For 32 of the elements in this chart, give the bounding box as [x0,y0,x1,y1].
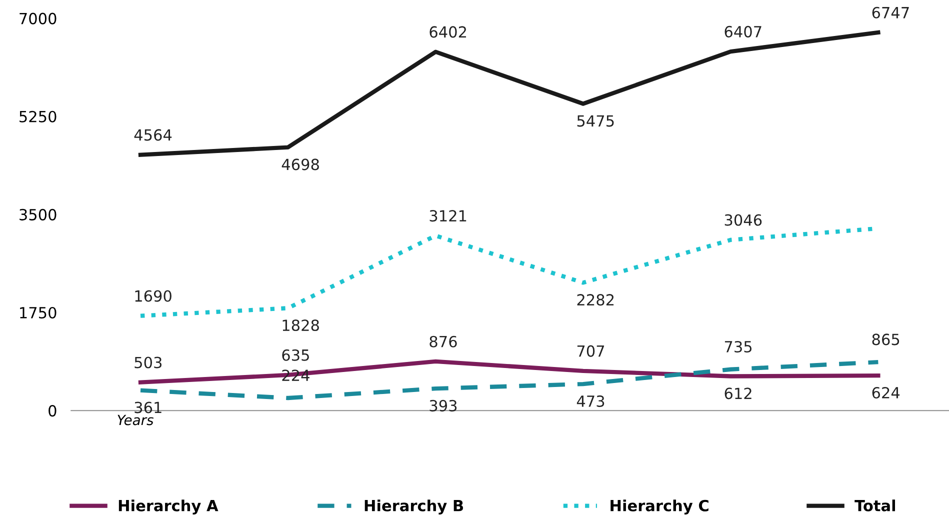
data-label: 6402 [430,26,466,38]
y-tick-label: 1750 [20,306,56,319]
data-label: 635 [282,349,309,361]
y-tick-label: 5250 [20,110,56,122]
data-label: 361 [134,402,162,414]
data-label: 2282 [577,294,614,306]
y-tick-label: 3500 [20,208,56,220]
y-tick-label: 7000 [20,12,56,24]
data-label: 3121 [430,210,466,222]
x-axis-title: Years [118,414,154,426]
data-label: 1690 [135,290,172,302]
data-label: 876 [430,336,457,348]
legend-label: Hierarchy A [118,500,218,514]
legend-label: Total [854,500,896,512]
legend-label: Hierarchy B [364,500,464,514]
data-label: 624 [872,386,900,399]
data-label: 6407 [724,26,762,38]
data-label: 473 [576,395,604,407]
data-label: 4564 [134,129,172,141]
data-label: 4698 [282,158,319,170]
legend-label: Hierarchy C [610,500,708,514]
data-label: 5475 [577,115,614,127]
data-label: 393 [430,400,457,412]
data-label: 503 [134,356,162,368]
data-label: 735 [724,340,752,353]
data-label: 1828 [282,320,319,332]
data-label: 707 [577,345,604,357]
data-label: 6747 [872,6,909,18]
data-label: 612 [724,388,752,400]
y-tick-label: 0 [48,405,56,417]
data-label: 3046 [724,214,762,226]
data-label: 865 [872,334,900,346]
